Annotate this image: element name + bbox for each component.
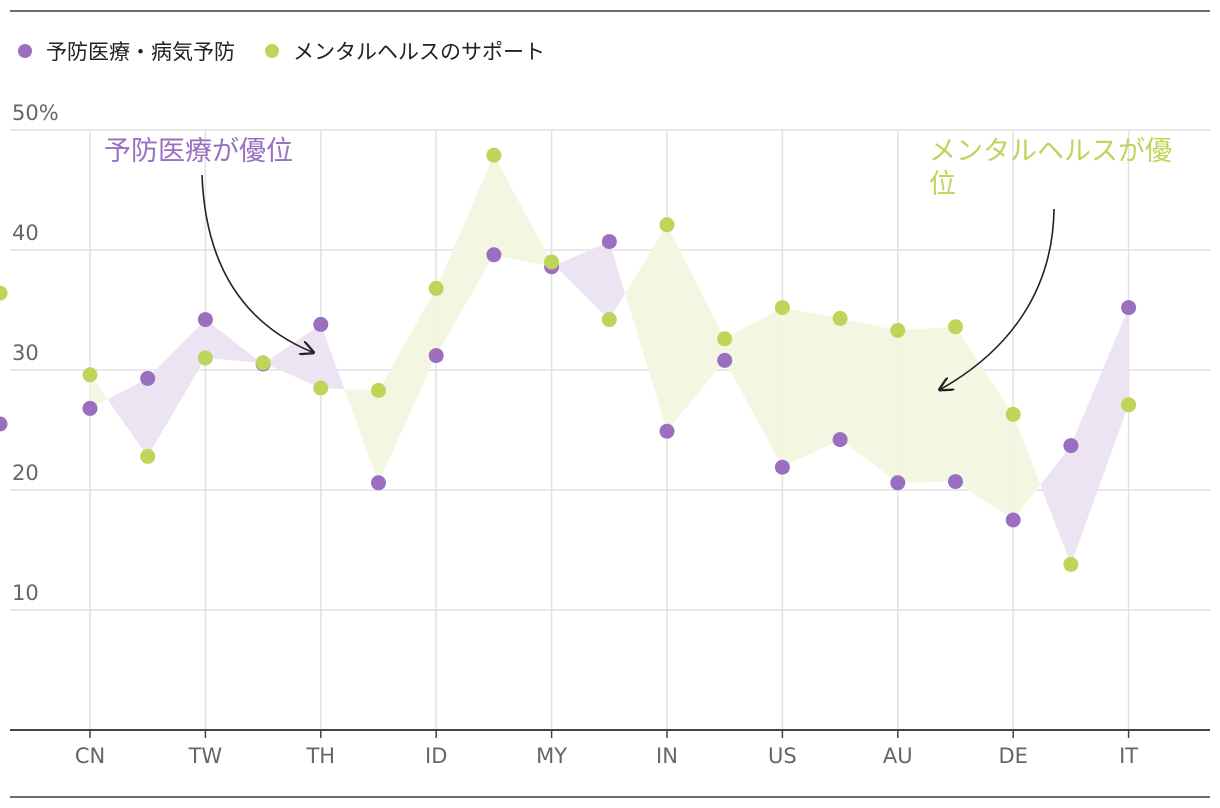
- data-point-preventive: [428, 348, 444, 364]
- difference-segment: [955, 326, 1014, 520]
- data-point-preventive: [1063, 438, 1079, 454]
- difference-segment: [840, 318, 898, 483]
- data-point-preventive: [832, 432, 848, 448]
- difference-segment: [897, 326, 956, 483]
- data-point-preventive: [313, 316, 329, 332]
- axes: 10 20 30 40 50% CN TW TH ID MY IN US AU DE IT: [10, 101, 1210, 768]
- data-point-mental: [717, 331, 733, 347]
- data-point-mental: [1063, 556, 1079, 572]
- difference-segment: [320, 324, 345, 389]
- data-point-preventive: [1005, 512, 1021, 528]
- difference-segment: [554, 241, 610, 320]
- legend-label-preventive: 予防医療・病気予防: [46, 40, 235, 64]
- difference-fill: [90, 155, 1129, 565]
- data-point-preventive: [659, 423, 675, 439]
- annotation-preventive-lead: 予防医療が優位: [104, 136, 293, 167]
- legend-marker-preventive: [18, 44, 32, 58]
- data-point-mental: [948, 319, 963, 335]
- ytick-label-50: 50%: [12, 101, 59, 125]
- data-point-mental: [890, 322, 906, 338]
- xtick-label-IN: IN: [656, 744, 678, 768]
- data-point-mental: [313, 380, 329, 396]
- bottom-rule: [10, 796, 1210, 798]
- data-point-mental: [832, 310, 848, 326]
- difference-segment: [625, 224, 667, 432]
- data-point-preventive: [0, 416, 8, 432]
- ytick-label-40: 40: [12, 221, 39, 245]
- data-point-mental: [774, 300, 790, 316]
- data-point-preventive: [197, 312, 213, 328]
- data-point-preventive: [486, 247, 502, 263]
- xtick-label-TW: TW: [188, 744, 223, 768]
- data-point-mental: [140, 448, 156, 464]
- difference-segment: [205, 319, 262, 363]
- xtick-label-TH: TH: [305, 744, 335, 768]
- ytick-label-10: 10: [12, 581, 39, 605]
- legend-item-preventive: 予防医療・病気予防: [18, 36, 235, 66]
- data-point-preventive: [371, 475, 386, 491]
- annotations: 予防医療が優位 メンタルヘルスが優 位: [104, 136, 1172, 389]
- annotation-arrow-preventive: [201, 174, 312, 352]
- data-point-mental: [601, 312, 617, 328]
- xtick-label-CN: CN: [75, 744, 105, 768]
- data-point-mental: [428, 280, 444, 296]
- ytick-label-30: 30: [12, 341, 39, 365]
- grid: [10, 129, 1210, 730]
- data-point-preventive: [717, 352, 733, 368]
- data-point-mental: [255, 355, 271, 371]
- data-point-preventive: [948, 474, 963, 490]
- data-point-mental: [82, 367, 98, 383]
- data-point-preventive: [1121, 300, 1137, 316]
- legend: 予防医療・病気予防 メンタルヘルスのサポート: [18, 36, 575, 66]
- annotation-arrow-mental: [941, 208, 1055, 389]
- data-point-mental: [486, 147, 502, 163]
- xtick-label-US: US: [768, 744, 797, 768]
- difference-segment: [436, 155, 494, 356]
- data-point-preventive: [890, 475, 906, 491]
- data-point-mental: [1121, 397, 1137, 413]
- difference-segment: [724, 307, 783, 468]
- data-point-mental: [371, 382, 386, 398]
- difference-segment: [264, 324, 321, 388]
- annotation-mental-lead-line2: 位: [929, 169, 956, 200]
- difference-segment: [1040, 445, 1071, 565]
- ytick-label-20: 20: [12, 461, 39, 485]
- xtick-label-AU: AU: [883, 744, 913, 768]
- annotation-mental-lead-line1: メンタルヘルスが優: [929, 136, 1172, 167]
- data-point-preventive: [82, 400, 98, 416]
- difference-segment: [782, 307, 841, 468]
- difference-segment: [609, 241, 626, 320]
- top-rule: [10, 10, 1210, 12]
- difference-segment: [1070, 307, 1129, 565]
- xtick-label-IT: IT: [1119, 744, 1138, 768]
- data-point-mental: [544, 254, 560, 270]
- difference-segment: [493, 155, 552, 267]
- data-point-mental: [1005, 406, 1021, 422]
- xtick-label-ID: ID: [425, 744, 447, 768]
- difference-segment: [667, 224, 725, 432]
- difference-segment: [90, 374, 108, 409]
- difference-segment: [344, 388, 379, 483]
- data-points: [0, 147, 1137, 572]
- data-point-preventive: [774, 459, 790, 475]
- legend-label-mental: メンタルヘルスのサポート: [293, 40, 545, 64]
- difference-segment: [107, 378, 148, 457]
- data-point-preventive: [601, 234, 617, 250]
- data-point-preventive: [140, 370, 156, 386]
- data-point-mental: [197, 350, 213, 366]
- difference-segment: [1013, 414, 1041, 520]
- difference-segment: [378, 288, 437, 483]
- legend-item-mental: メンタルヘルスのサポート: [265, 36, 545, 66]
- data-point-mental: [659, 217, 675, 233]
- legend-marker-mental: [265, 44, 279, 58]
- xtick-label-DE: DE: [998, 744, 1027, 768]
- xtick-label-MY: MY: [536, 744, 567, 768]
- data-point-mental: [0, 285, 8, 301]
- difference-segment: [147, 319, 206, 457]
